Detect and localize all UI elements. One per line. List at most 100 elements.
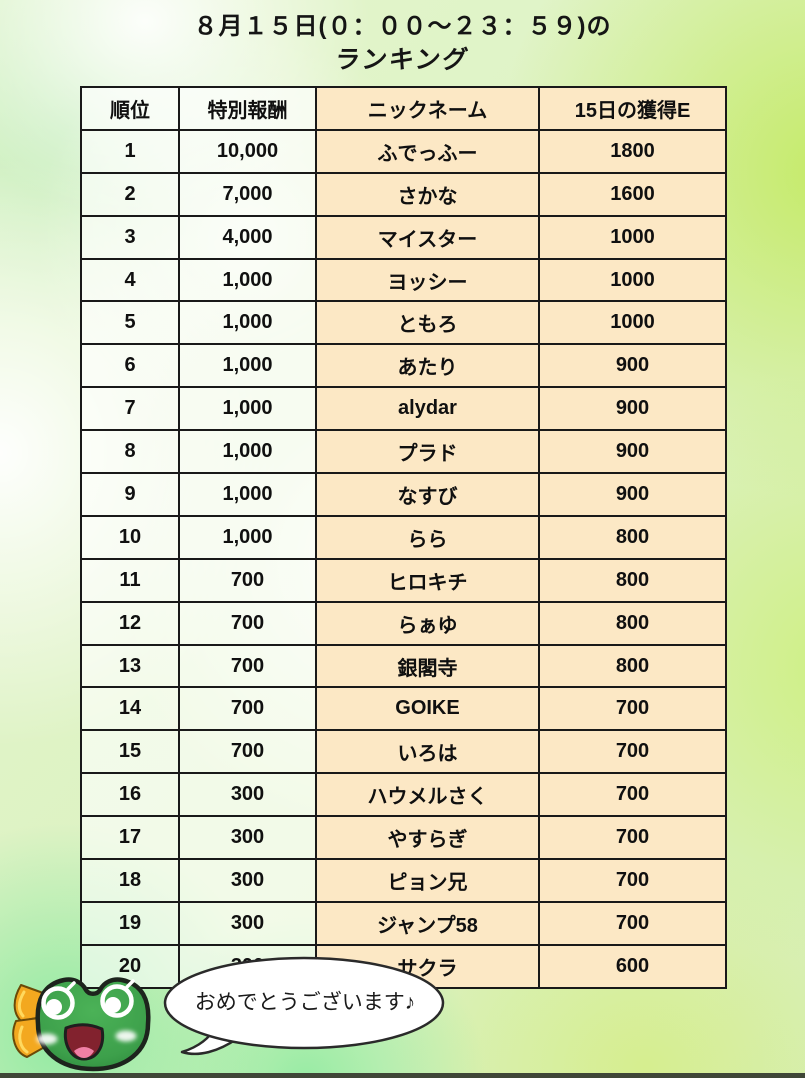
rank-cell: 16 bbox=[80, 772, 180, 818]
reward-cell: 1,000 bbox=[178, 257, 317, 303]
points-cell: 900 bbox=[538, 429, 727, 475]
table-row: 5 1,000 ともろ 1000 bbox=[80, 300, 727, 346]
rank-cell: 13 bbox=[80, 643, 180, 689]
reward-cell: 700 bbox=[178, 643, 317, 689]
table-row: 6 1,000 あたり 900 bbox=[80, 343, 727, 389]
title-ranking-line: ランキング bbox=[333, 46, 472, 74]
nickname-cell: やすらぎ bbox=[315, 815, 540, 861]
points-cell: 900 bbox=[538, 386, 727, 432]
points-cell: 700 bbox=[538, 686, 727, 732]
points-cell: 1000 bbox=[538, 300, 727, 346]
nickname-cell: プラド bbox=[315, 429, 540, 475]
rank-cell: 2 bbox=[80, 171, 180, 217]
points-cell: 800 bbox=[538, 557, 727, 603]
nickname-cell: GOIKE bbox=[315, 686, 540, 732]
table-row: 12 700 らぁゆ 800 bbox=[80, 600, 727, 646]
points-cell: 900 bbox=[538, 472, 727, 517]
reward-cell: 700 bbox=[178, 600, 317, 646]
nickname-cell: いろは bbox=[315, 729, 540, 775]
rank-cell: 11 bbox=[80, 557, 180, 603]
ranking-table: 順位 特別報酬 ニックネーム 15日の獲得E 1 10,000 ふでっふー 18… bbox=[80, 86, 727, 989]
table-row: 13 700 銀閣寺 800 bbox=[80, 643, 727, 689]
nickname-cell: マイスター bbox=[315, 214, 540, 260]
reward-cell: 7,000 bbox=[178, 171, 317, 217]
nickname-cell: ジャンプ58 bbox=[315, 900, 540, 946]
rank-cell: 18 bbox=[80, 858, 180, 903]
reward-cell: 300 bbox=[178, 815, 317, 861]
points-cell: 1000 bbox=[538, 214, 727, 260]
table-row: 15 700 いろは 700 bbox=[80, 729, 727, 775]
table-row: 17 300 やすらぎ 700 bbox=[80, 815, 727, 861]
nickname-cell: あたり bbox=[315, 343, 540, 389]
nickname-cell: なすび bbox=[315, 472, 540, 517]
points-cell: 900 bbox=[538, 343, 727, 389]
rank-cell: 9 bbox=[80, 472, 180, 517]
header-rank: 順位 bbox=[80, 86, 180, 131]
rank-cell: 6 bbox=[80, 343, 180, 389]
header-reward: 特別報酬 bbox=[178, 86, 317, 131]
reward-cell: 1,000 bbox=[178, 343, 317, 389]
speech-bubble-text: おめでとうございます♪ bbox=[194, 991, 416, 1014]
points-cell: 1000 bbox=[538, 257, 727, 303]
header-nickname: ニックネーム bbox=[315, 86, 540, 131]
nickname-cell: 銀閣寺 bbox=[315, 643, 540, 689]
reward-cell: 1,000 bbox=[178, 514, 317, 560]
table-row: 10 1,000 らら 800 bbox=[80, 514, 727, 560]
points-cell: 1600 bbox=[538, 171, 727, 217]
rank-cell: 15 bbox=[80, 729, 180, 775]
page-title: ８月１５日(０：００～２３：５９)の ランキング bbox=[80, 10, 725, 76]
table-row: 4 1,000 ヨッシー 1000 bbox=[80, 257, 727, 303]
table-row: 14 700 GOIKE 700 bbox=[80, 686, 727, 732]
table-row: 8 1,000 プラド 900 bbox=[80, 429, 727, 475]
reward-cell: 10,000 bbox=[178, 128, 317, 174]
title-date-line: ８月１５日(０：００～２３：５９)の bbox=[193, 13, 612, 40]
reward-cell: 1,000 bbox=[178, 429, 317, 475]
nickname-cell: alydar bbox=[315, 386, 540, 432]
rank-cell: 17 bbox=[80, 815, 180, 861]
points-cell: 800 bbox=[538, 643, 727, 689]
rank-cell: 14 bbox=[80, 686, 180, 732]
points-cell: 700 bbox=[538, 815, 727, 861]
reward-cell: 300 bbox=[178, 943, 317, 989]
table-row: 18 300 ピョン兄 700 bbox=[80, 858, 727, 903]
nickname-cell: ヒロキチ bbox=[315, 557, 540, 603]
reward-cell: 300 bbox=[178, 772, 317, 818]
nickname-cell: らぁゆ bbox=[315, 600, 540, 646]
reward-cell: 700 bbox=[178, 557, 317, 603]
reward-cell: 1,000 bbox=[178, 300, 317, 346]
table-row: 1 10,000 ふでっふー 1800 bbox=[80, 128, 727, 174]
table-header-row: 順位 特別報酬 ニックネーム 15日の獲得E bbox=[80, 86, 727, 131]
table-row: 16 300 ハウメルさく 700 bbox=[80, 772, 727, 818]
reward-cell: 300 bbox=[178, 900, 317, 946]
rank-cell: 3 bbox=[80, 214, 180, 260]
reward-cell: 700 bbox=[178, 729, 317, 775]
table-row: 19 300 ジャンプ58 700 bbox=[80, 900, 727, 946]
points-cell: 700 bbox=[538, 900, 727, 946]
table-row: 9 1,000 なすび 900 bbox=[80, 472, 727, 517]
rank-cell: 12 bbox=[80, 600, 180, 646]
table-row: 2 7,000 さかな 1600 bbox=[80, 171, 727, 217]
reward-cell: 700 bbox=[178, 686, 317, 732]
points-cell: 600 bbox=[538, 943, 727, 989]
nickname-cell: サクラ bbox=[315, 943, 540, 989]
points-cell: 700 bbox=[538, 772, 727, 818]
nickname-cell: さかな bbox=[315, 171, 540, 217]
points-cell: 700 bbox=[538, 729, 727, 775]
rank-cell: 8 bbox=[80, 429, 180, 475]
reward-cell: 1,000 bbox=[178, 386, 317, 432]
rank-cell: 5 bbox=[80, 300, 180, 346]
reward-cell: 1,000 bbox=[178, 472, 317, 517]
header-points: 15日の獲得E bbox=[538, 86, 727, 131]
rank-cell: 10 bbox=[80, 514, 180, 560]
bottom-edge-bar bbox=[0, 1073, 805, 1078]
nickname-cell: ピョン兄 bbox=[315, 858, 540, 903]
table-row: 11 700 ヒロキチ 800 bbox=[80, 557, 727, 603]
table-row: 3 4,000 マイスター 1000 bbox=[80, 214, 727, 260]
nickname-cell: ハウメルさく bbox=[315, 772, 540, 818]
points-cell: 800 bbox=[538, 600, 727, 646]
rank-cell: 1 bbox=[80, 128, 180, 174]
rank-cell: 7 bbox=[80, 386, 180, 432]
reward-cell: 4,000 bbox=[178, 214, 317, 260]
nickname-cell: ヨッシー bbox=[315, 257, 540, 303]
